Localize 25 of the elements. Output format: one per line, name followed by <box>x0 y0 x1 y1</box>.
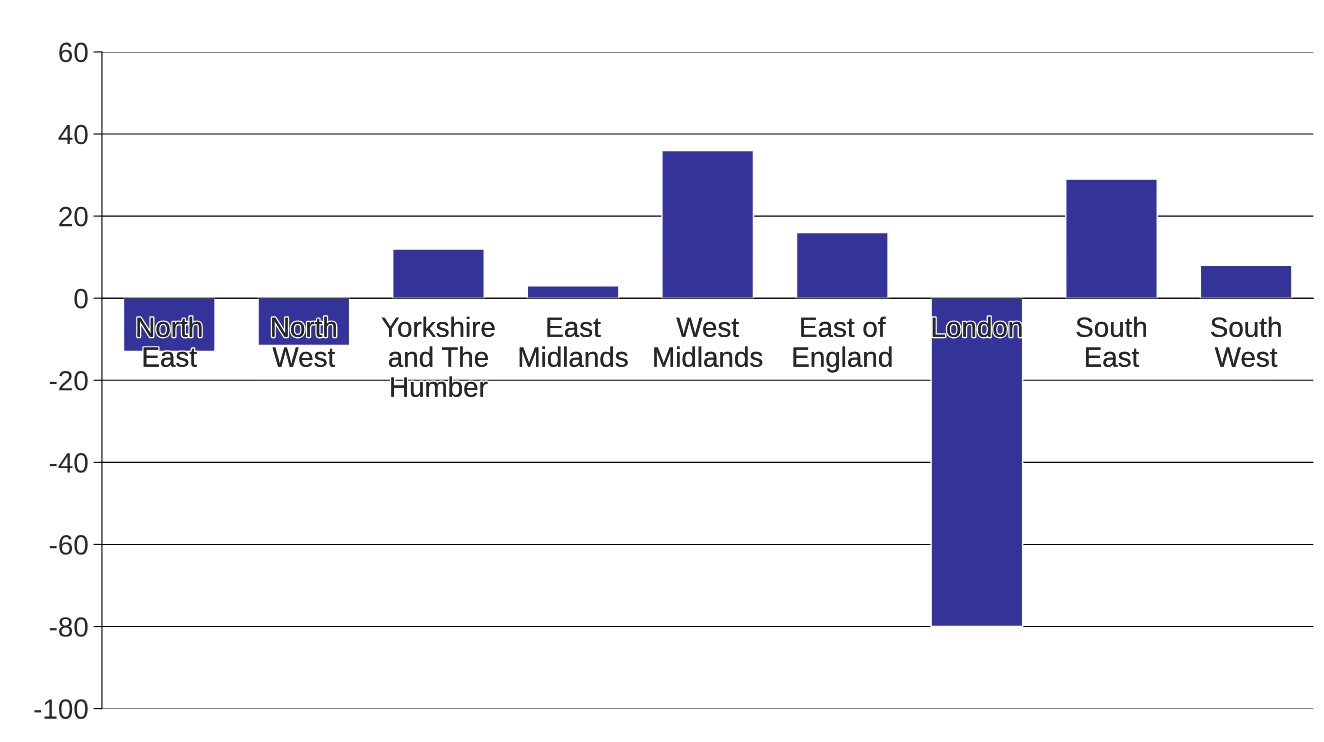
bar <box>526 285 620 299</box>
x-tick-label: South East <box>1076 316 1146 367</box>
x-tick-label: South West <box>1211 316 1281 367</box>
y-tick-label: -80 <box>49 617 88 637</box>
y-tick-label: -100 <box>34 699 88 719</box>
y-tick-label: 20 <box>59 206 88 227</box>
x-tick-label: London <box>932 316 1022 338</box>
x-tick-label: West Midlands <box>654 317 763 367</box>
y-tick-label: -20 <box>49 370 88 391</box>
y-tick-label: 40 <box>58 124 88 145</box>
bar <box>1199 264 1293 299</box>
y-tick-label: 60 <box>59 42 88 63</box>
bar <box>930 297 1024 628</box>
y-tick-label: -60 <box>49 535 88 555</box>
x-tick-label: Yorkshire and The Humber <box>381 316 495 397</box>
x-tick-label: North East <box>137 316 202 367</box>
x-tick-label: North West <box>272 316 337 367</box>
x-tick-label: East Midlands <box>519 317 628 367</box>
bar <box>661 149 755 299</box>
x-tick-label: East of England <box>793 316 892 373</box>
bar <box>1065 178 1158 299</box>
y-tick-label: 0 <box>74 288 88 309</box>
bar <box>392 248 485 299</box>
bar <box>795 231 889 299</box>
y-tick-label: -40 <box>49 453 88 473</box>
